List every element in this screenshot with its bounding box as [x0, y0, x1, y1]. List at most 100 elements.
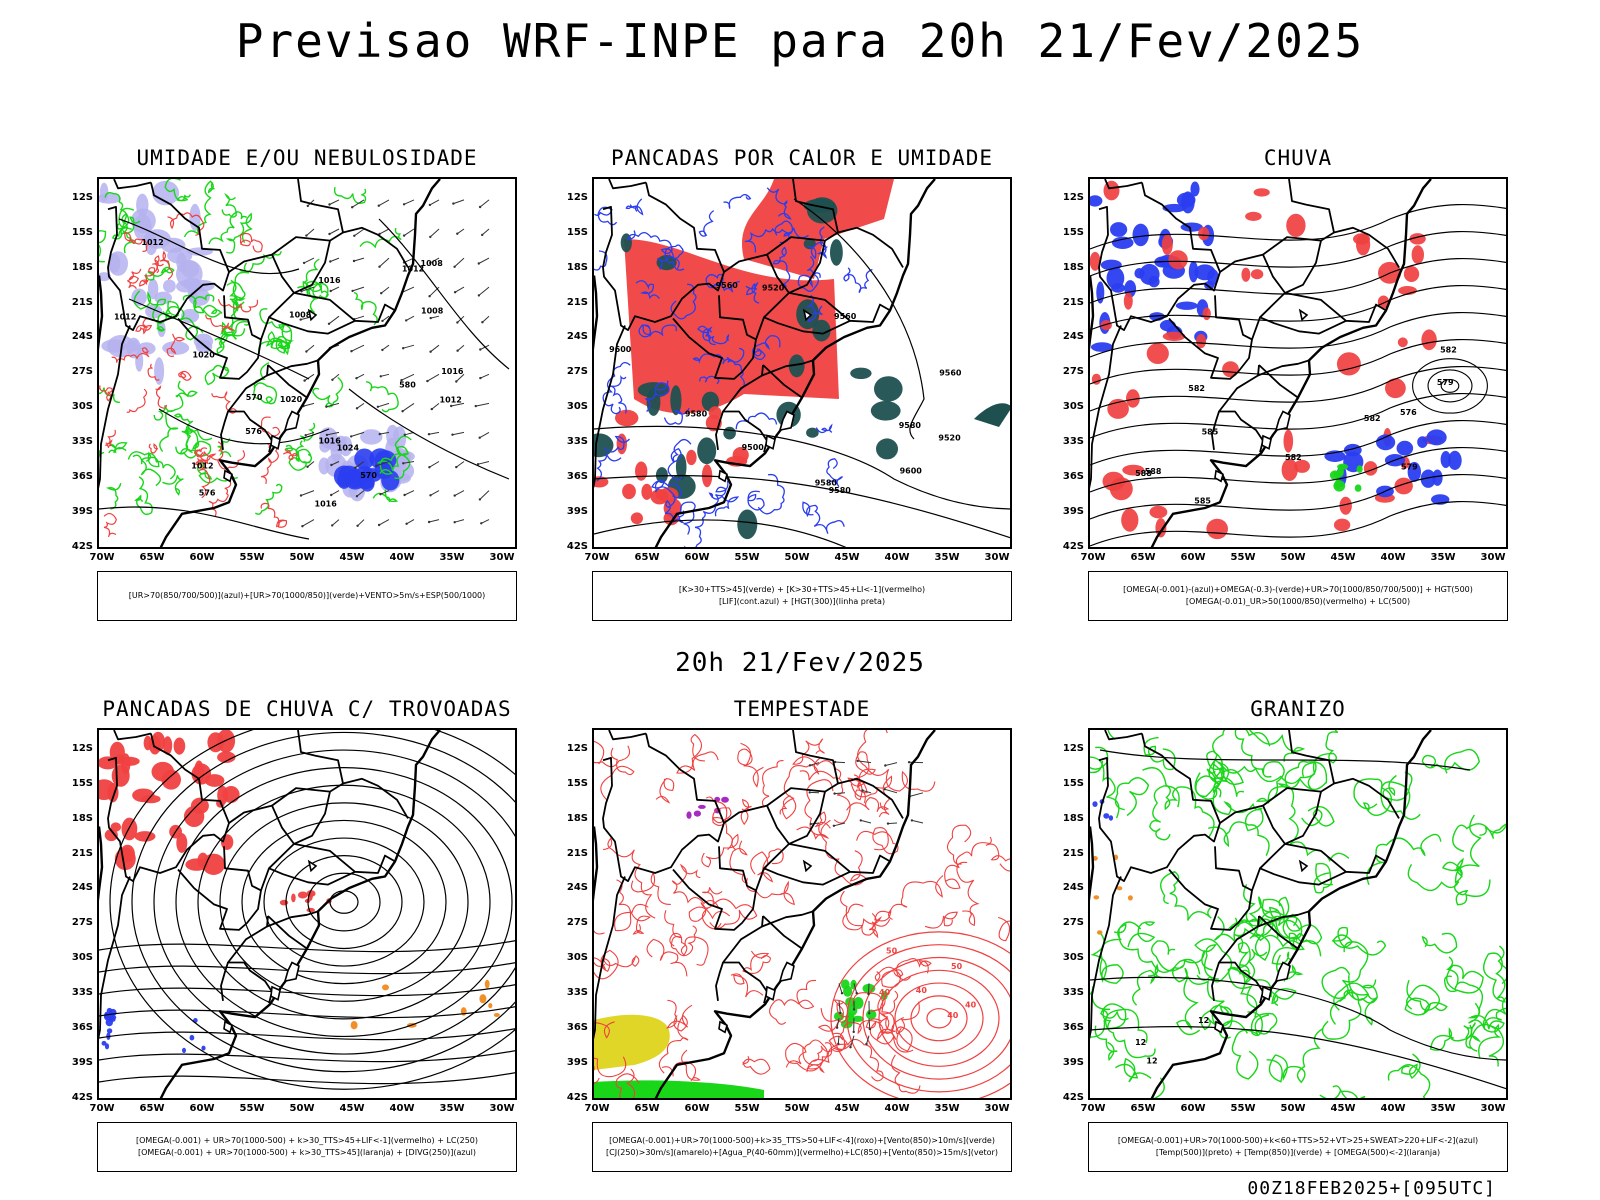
longitude-tick-label: 55W [239, 1103, 265, 1114]
humidity-high-level [360, 429, 383, 445]
latitude-tick-label: 30S [71, 401, 93, 413]
omega-humidity-area-red [1245, 211, 1262, 221]
humidity-low-level-contour [226, 262, 250, 300]
wind-vector [430, 315, 440, 319]
lagoon [270, 434, 281, 450]
state-border [763, 867, 851, 886]
longitude-tick-label: 65W [139, 1103, 165, 1114]
latitude-tick-label: 12S [1062, 191, 1084, 203]
legend-box: [OMEGA(-0.001)+UR>70(1000-500)+k<60+TTS>… [1088, 1122, 1508, 1172]
wind850-vector-head [856, 759, 859, 763]
lifted-index-contour [683, 506, 717, 547]
state-border [271, 730, 344, 807]
temp850-contour [1176, 977, 1201, 1036]
precipitable-water-contour [806, 1043, 847, 1073]
hgt500-high [1412, 358, 1488, 414]
lagoon [718, 469, 728, 483]
wind-vector-head [376, 405, 380, 408]
lifted-index-contour [692, 353, 735, 365]
temp850-contour [1118, 921, 1213, 974]
contour-label: 570 [246, 393, 263, 402]
thickness-contour [139, 259, 159, 287]
wind-vector [454, 490, 465, 497]
map-svg: 9600958095809580956095609580950095209520… [594, 179, 1010, 547]
precipitable-water-contour [594, 740, 631, 768]
wind-vector-head [377, 204, 380, 207]
state-border [602, 182, 725, 332]
wind-vector [379, 431, 390, 435]
state-border [1168, 295, 1253, 380]
temp850-contour [1195, 759, 1225, 798]
contour-label: 1008 [421, 259, 444, 268]
longitude-tick-label: 40W [884, 1103, 910, 1114]
temp850-contour [1404, 997, 1448, 1016]
lc250-streamline [329, 890, 359, 914]
precipitable-water-contour [600, 747, 635, 800]
contour-label: 1012 [191, 461, 213, 470]
lifted-index-contour [826, 458, 843, 488]
temp850-contour [1090, 756, 1120, 819]
thickness-contour [239, 232, 263, 253]
precipitable-water-contour [856, 827, 899, 855]
wind-vector-head [329, 260, 332, 263]
instability-area-green [655, 467, 668, 484]
wind850-vector-head [886, 822, 890, 825]
state-border [268, 316, 356, 335]
humidity-low-level-contour [202, 304, 223, 318]
wind-vector-head [403, 433, 406, 436]
hgt500-contour [1090, 203, 1506, 250]
humidity-low-level-contour [104, 192, 135, 236]
thickness-contour [178, 370, 192, 381]
wind-vector-head [450, 404, 453, 408]
omega-humidity-area-red [1100, 320, 1112, 331]
hail-area-blue [1108, 815, 1114, 821]
wind850-vector-head [835, 1026, 839, 1029]
longitude-tick-label: 50W [784, 1103, 810, 1114]
precipitable-water-contour [956, 861, 980, 927]
thickness-contour [198, 460, 211, 499]
contour-label: 576 [245, 427, 262, 436]
wind-vector [429, 257, 440, 264]
wind850-area-green [841, 979, 850, 990]
state-border [761, 359, 814, 377]
temp850-contour [1244, 948, 1272, 998]
longitude-tick-label: 55W [1230, 552, 1256, 563]
omega-humidity-area-red [1294, 459, 1310, 473]
wind-vector [457, 228, 465, 235]
longitude-tick-label: 35W [439, 552, 465, 563]
wind-vector-head [479, 376, 482, 380]
instability-area-green [874, 376, 903, 402]
longitude-tick-label: 70W [89, 552, 115, 563]
humidity-low-level-contour [299, 422, 316, 443]
omega-humidity-area-red [1090, 251, 1101, 271]
wind-vector-head [456, 349, 459, 352]
humidity-low-level-contour [156, 311, 171, 332]
lagoon [765, 985, 776, 1001]
omega-area-blue [1090, 342, 1114, 352]
lc250-streamline [175, 767, 513, 1037]
longitude-tick-label: 50W [1280, 1103, 1306, 1114]
temp850-contour [1319, 1085, 1366, 1098]
lifted-index-contour [594, 250, 608, 271]
state-border [837, 777, 904, 819]
wind-vector [452, 431, 465, 436]
state-border [1284, 791, 1387, 874]
wind-vector-head [477, 262, 480, 265]
precipitable-water-contour [820, 819, 867, 886]
humidity-low-level-contour [225, 212, 253, 254]
latitude-tick-label: 12S [71, 742, 93, 754]
contour-label: 1008 [289, 311, 312, 320]
omega-humidity-area-red [1283, 429, 1294, 453]
precipitable-water-contour [846, 797, 890, 812]
wind850-vector-head [861, 789, 864, 792]
wind-vector-head [352, 259, 356, 263]
lifted-index-contour [663, 407, 690, 425]
wind-vector [302, 519, 315, 527]
state-border [1211, 962, 1220, 1002]
humidity-low-level-contour [204, 363, 230, 386]
lc250-streamline [99, 1050, 515, 1063]
severe-instability-purple [686, 811, 692, 819]
precipitable-water-contour [849, 751, 877, 794]
precipitable-water-contour [729, 840, 748, 884]
divergence-area-blue [101, 1040, 107, 1046]
